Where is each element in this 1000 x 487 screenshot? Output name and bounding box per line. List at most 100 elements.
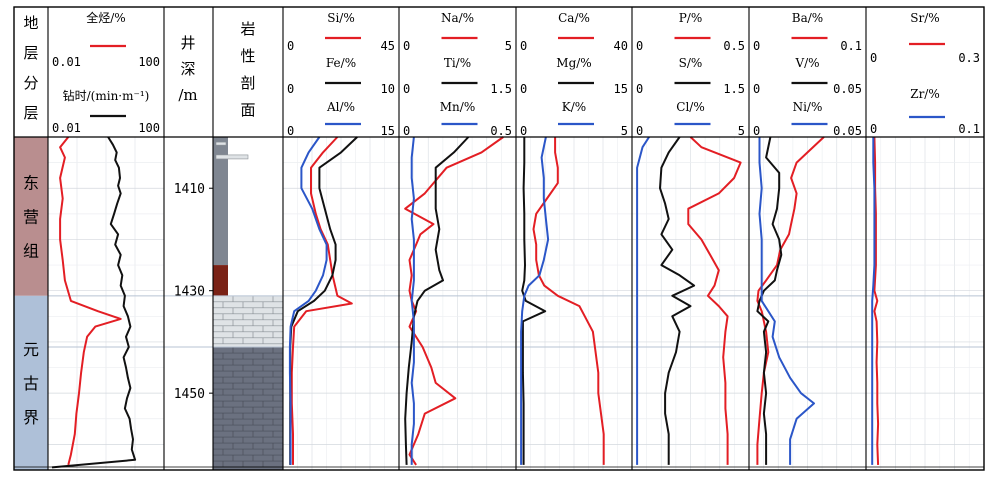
legend-name: 全烃/% <box>86 10 125 25</box>
legend-name: Ti/% <box>444 56 471 70</box>
legend-name: 钻时/(min·m⁻¹) <box>63 88 150 103</box>
lith-header-char: 性 <box>240 47 255 65</box>
legend-max-label: 0.3 <box>958 51 980 65</box>
legend-max-label: 1.5 <box>490 82 512 96</box>
legend-max-label: 0.5 <box>490 124 512 138</box>
strat-label-char: 东 <box>23 173 39 192</box>
legend-max-label: 100 <box>138 121 160 135</box>
curve-na-ti-mn-1 <box>404 136 470 465</box>
legend-max-label: 5 <box>621 124 628 138</box>
legend-min-label: 0 <box>636 124 643 138</box>
curve-si-fe-al-2 <box>288 136 328 465</box>
legend-min-label: 0.01 <box>52 55 81 69</box>
legend-name: Mg/% <box>556 56 591 70</box>
legend-min-label: 0 <box>753 39 760 53</box>
legend-max-label: 45 <box>381 39 395 53</box>
legend-min-label: 0 <box>403 124 410 138</box>
curve-ca-mg-k-2 <box>520 136 550 465</box>
legend-name: Ca/% <box>558 11 590 25</box>
legend-max-label: 10 <box>381 82 395 96</box>
curves-layer <box>51 136 880 469</box>
legend-name: Fe/% <box>326 56 356 70</box>
lithology-lens <box>215 154 249 160</box>
legend-name: Ni/% <box>793 100 823 114</box>
lithology-lens <box>215 141 227 146</box>
legend-max-label: 100 <box>138 55 160 69</box>
legend-min-label: 0 <box>287 124 294 138</box>
curve-ba-v-ni-2 <box>758 137 815 465</box>
depth-header-char: 井 <box>180 34 195 52</box>
legend-max-label: 0.05 <box>833 124 862 138</box>
depth-tick-label: 1450 <box>174 387 205 402</box>
strat-label-char: 古 <box>23 374 39 393</box>
curve-sr-zr-0 <box>873 136 880 465</box>
legend-min-label: 0 <box>287 39 294 53</box>
legend-max-label: 5 <box>505 39 512 53</box>
depth-header-char: 深 <box>180 60 195 78</box>
legend-min-label: 0 <box>753 82 760 96</box>
legend-min-label: 0 <box>636 39 643 53</box>
strat-label-char: 元 <box>23 340 39 359</box>
strat-unit-0 <box>14 137 48 296</box>
legend-max-label: 1.5 <box>723 82 745 96</box>
depth-tick-label: 1430 <box>174 285 205 300</box>
curve-ba-v-ni-1 <box>756 136 783 465</box>
curve-p-s-cl-2 <box>636 136 650 465</box>
curve-p-s-cl-0 <box>687 136 742 465</box>
lithology-band-2 <box>213 295 283 348</box>
lith-header-char: 剖 <box>240 74 255 92</box>
legend-max-label: 0.05 <box>833 82 862 96</box>
strat-header-char: 地 <box>23 14 38 32</box>
legend-min-label: 0.01 <box>52 121 81 135</box>
strat-unit-1 <box>14 295 48 470</box>
legend-max-label: 0.1 <box>958 122 980 136</box>
strat-label-char: 营 <box>23 207 39 226</box>
legend-min-label: 0 <box>520 82 527 96</box>
strat-label-char: 组 <box>23 241 39 260</box>
legend-name: Si/% <box>327 11 355 25</box>
legend-max-label: 5 <box>738 124 745 138</box>
curve-ca-mg-k-0 <box>532 137 605 465</box>
lithology-band-1 <box>213 265 228 296</box>
legend-max-label: 0.1 <box>840 39 862 53</box>
curve-p-s-cl-1 <box>659 136 696 465</box>
legend-name: Na/% <box>441 11 474 25</box>
legend-name: Ba/% <box>792 11 823 25</box>
legend-name: Zr/% <box>910 87 940 101</box>
legend-min-label: 0 <box>636 82 643 96</box>
lithology-band-0 <box>213 137 228 266</box>
legend-min-label: 0 <box>403 82 410 96</box>
strat-header-char: 层 <box>23 104 38 122</box>
legend-name: S/% <box>679 56 703 70</box>
legend-min-label: 0 <box>403 39 410 53</box>
legend-min-label: 0 <box>520 39 527 53</box>
legend-max-label: 0.5 <box>723 39 745 53</box>
legend-min-label: 0 <box>520 124 527 138</box>
curve-gas-1 <box>51 136 137 469</box>
legend-max-label: 15 <box>614 82 628 96</box>
legend-max-label: 15 <box>381 124 395 138</box>
legend-name: Cl/% <box>676 100 704 114</box>
curve-na-ti-mn-0 <box>404 136 504 466</box>
curve-ba-v-ni-0 <box>756 136 825 465</box>
legend-min-label: 0 <box>287 82 294 96</box>
curve-sr-zr-1 <box>871 137 876 465</box>
legend-name: Sr/% <box>910 11 939 25</box>
legend-min-label: 0 <box>753 124 760 138</box>
depth-tick-label: 1410 <box>174 182 205 197</box>
curve-na-ti-mn-2 <box>410 136 415 465</box>
legend-name: P/% <box>679 11 703 25</box>
legend-name: K/% <box>562 100 586 114</box>
curve-gas-0 <box>59 136 122 466</box>
frame-layer <box>13 6 985 471</box>
curve-si-fe-al-0 <box>290 136 353 465</box>
lithology-band-3 <box>213 347 283 470</box>
lith-header-char: 岩 <box>240 20 255 38</box>
strat-header-char: 层 <box>23 44 38 62</box>
legend-name: V/% <box>794 56 819 70</box>
depth-header-char: /m <box>178 86 197 104</box>
outer-frame <box>13 6 985 471</box>
legend-name: Mn/% <box>440 100 475 114</box>
